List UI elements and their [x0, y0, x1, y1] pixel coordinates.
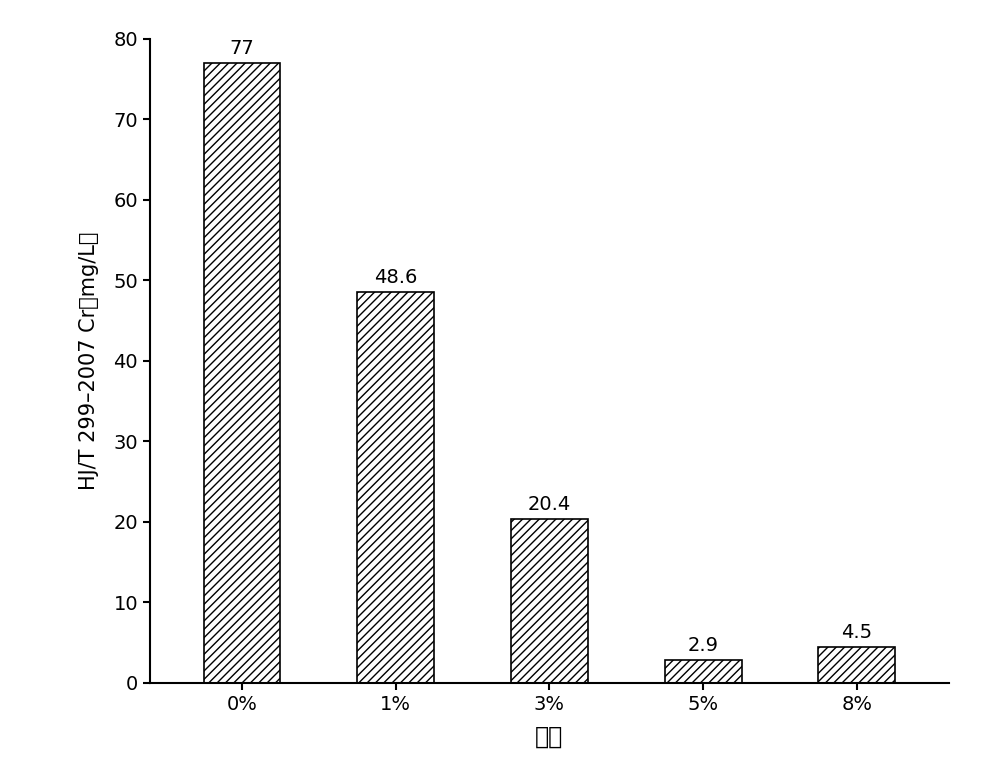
Bar	[511, 518, 587, 683]
X-axis label: 糖蜜: 糖蜜	[535, 725, 563, 749]
Bar	[204, 63, 281, 683]
Text: 2.9: 2.9	[687, 636, 718, 655]
Text: 48.6: 48.6	[374, 268, 418, 287]
Bar	[358, 292, 435, 683]
Text: 4.5: 4.5	[841, 623, 872, 642]
Bar	[818, 646, 895, 683]
Text: 77: 77	[230, 39, 255, 58]
Y-axis label: HJ/T 299–2007 Cr（mg/L）: HJ/T 299–2007 Cr（mg/L）	[79, 232, 100, 490]
Text: 20.4: 20.4	[527, 495, 571, 514]
Bar	[664, 660, 741, 683]
